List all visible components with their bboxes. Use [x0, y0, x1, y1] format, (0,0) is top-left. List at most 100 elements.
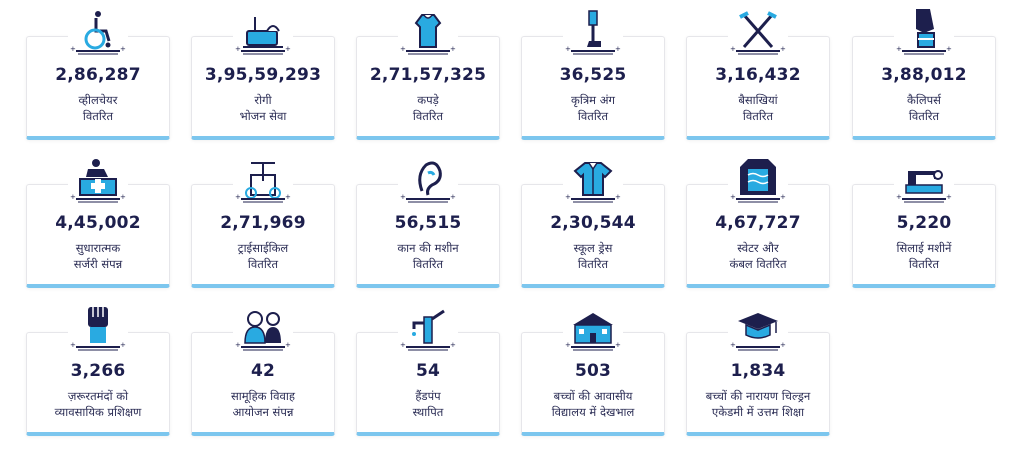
svg-text:+: + — [400, 45, 406, 53]
stat-label-line2: वितरित — [412, 257, 444, 271]
stat-label-line1: बच्चों की नारायण चिल्ड्रन — [705, 389, 811, 403]
stat-value: 2,71,969 — [220, 213, 306, 233]
svg-text:+: + — [70, 45, 76, 53]
school-shirt-icon: + + — [563, 155, 623, 207]
stat-card: + +42 सामूहिक विवाह आयोजन संपन्न — [191, 303, 335, 436]
stat-label: हैंडपंप स्थापित — [361, 388, 495, 420]
stat-value: 3,16,432 — [715, 65, 801, 85]
stat-value: 42 — [250, 361, 276, 381]
stat-card: + +2,71,57,325 कपड़े वितरित — [356, 7, 500, 140]
stat-label: बैसाखियां वितरित — [691, 92, 825, 124]
stat-card: + +3,95,59,293 रोगी भोजन सेवा — [191, 7, 335, 140]
stat-label: स्वेटर और कंबल वितरित — [691, 240, 825, 272]
svg-text:+: + — [780, 193, 786, 201]
wheelchair-icon: + + — [68, 7, 128, 59]
stat-value: 2,71,57,325 — [369, 65, 487, 85]
tricycle-icon: + + — [233, 155, 293, 207]
svg-text:+: + — [235, 341, 241, 349]
stat-label-line2: आयोजन संपन्न — [232, 405, 294, 419]
stat-value: 1,834 — [730, 361, 786, 381]
stat-label: ज़रूरतमंदों को व्यावसायिक प्रशिक्षण — [31, 388, 165, 420]
svg-text:+: + — [615, 193, 621, 201]
sewing-machine-icon: + + — [894, 155, 954, 207]
svg-text:+: + — [235, 193, 241, 201]
stat-card: + +1,834 बच्चों की नारायण चिल्ड्रन एकेडमी … — [686, 303, 830, 436]
stat-label: रोगी भोजन सेवा — [196, 92, 330, 124]
svg-text:+: + — [285, 341, 291, 349]
raised-fist-icon: + + — [68, 303, 128, 355]
prosthetic-leg-icon: + + — [563, 7, 623, 59]
stat-value: 3,95,59,293 — [204, 65, 322, 85]
svg-text:+: + — [946, 45, 952, 53]
stat-label-line1: ज़रूरतमंदों को — [67, 389, 129, 403]
stat-label-line2: वितरित — [908, 109, 940, 123]
stat-value: 2,30,544 — [550, 213, 636, 233]
svg-text:+: + — [946, 193, 952, 201]
stat-label-line2: वितरित — [412, 109, 444, 123]
stat-label: बच्चों की आवासीय विद्यालय में देखभाल — [526, 388, 660, 420]
stat-label-line2: वितरित — [908, 257, 940, 271]
stat-label-line2: स्थापित — [412, 405, 444, 419]
stat-label-line1: सिलाई मशीनें — [896, 241, 952, 255]
surgery-icon: + + — [68, 155, 128, 207]
svg-text:+: + — [70, 193, 76, 201]
svg-text:+: + — [450, 193, 456, 201]
stat-label: सामूहिक विवाह आयोजन संपन्न — [196, 388, 330, 420]
stat-label: कपड़े वितरित — [361, 92, 495, 124]
stat-label: बच्चों की नारायण चिल्ड्रन एकेडमी में उत्त… — [691, 388, 825, 420]
stat-label-line1: रोगी — [254, 93, 272, 107]
stat-value: 2,86,287 — [55, 65, 141, 85]
stat-label-line2: कंबल वितरित — [729, 257, 787, 271]
svg-text:+: + — [120, 193, 126, 201]
stat-value: 4,67,727 — [715, 213, 801, 233]
svg-text:+: + — [780, 45, 786, 53]
stat-label-line2: वितरित — [742, 109, 774, 123]
stat-label-line1: सामूहिक विवाह — [230, 389, 296, 403]
svg-text:+: + — [565, 341, 571, 349]
stat-card: + + 4,67,727 स्वेटर और कंबल वितरित — [686, 155, 830, 288]
stat-card: + + 36,525 कृत्रिम अंग वितरित — [521, 7, 665, 140]
svg-text:+: + — [615, 45, 621, 53]
svg-text:+: + — [780, 341, 786, 349]
svg-text:+: + — [450, 45, 456, 53]
svg-text:+: + — [285, 45, 291, 53]
stat-label-line1: कैलिपर्स — [907, 93, 941, 107]
caliper-icon: + + — [894, 7, 954, 59]
stat-card: + +54 हैंडपंप स्थापित — [356, 303, 500, 436]
stat-card: + +3,266 ज़रूरतमंदों को व्यावसायिक प्रशिक्… — [26, 303, 170, 436]
stat-card: + +4,45,002 सुधारात्मक सर्जरी संपन्न — [26, 155, 170, 288]
svg-text:+: + — [120, 45, 126, 53]
stat-value: 503 — [574, 361, 612, 381]
stat-label-line2: वितरित — [577, 109, 609, 123]
stat-label-line2: वितरित — [247, 257, 279, 271]
stat-label: स्कूल ड्रेस वितरित — [526, 240, 660, 272]
svg-text:+: + — [565, 193, 571, 201]
svg-text:+: + — [730, 45, 736, 53]
stat-label: ट्राईसाईकिल वितरित — [196, 240, 330, 272]
stat-label-line2: व्यावसायिक प्रशिक्षण — [54, 405, 142, 419]
svg-text:+: + — [120, 341, 126, 349]
stat-label-line2: वितरित — [82, 109, 114, 123]
stat-label: कृत्रिम अंग वितरित — [526, 92, 660, 124]
stat-value: 36,525 — [559, 65, 627, 85]
stat-label-line1: व्हीलचेयर — [78, 93, 118, 107]
svg-text:+: + — [400, 341, 406, 349]
svg-text:+: + — [235, 45, 241, 53]
stat-card: + +3,16,432 बैसाखियां वितरित — [686, 7, 830, 140]
stat-label-line1: स्वेटर और — [737, 241, 779, 255]
school-building-icon: + + — [563, 303, 623, 355]
svg-text:+: + — [730, 341, 736, 349]
stat-label: सिलाई मशीनें वितरित — [857, 240, 991, 272]
stat-label-line1: ट्राईसाईकिल — [237, 241, 289, 255]
stat-label-line2: विद्यालय में देखभाल — [551, 405, 635, 419]
stat-label-line1: कृत्रिम अंग — [571, 93, 615, 107]
stat-label: व्हीलचेयर वितरित — [31, 92, 165, 124]
svg-text:+: + — [896, 45, 902, 53]
stat-label-line1: स्कूल ड्रेस — [573, 241, 613, 255]
sweater-icon: + + — [728, 155, 788, 207]
stat-label-line1: बैसाखियां — [738, 93, 778, 107]
stat-card: + + 2,71,969 ट्राईसाईकिल वितरित — [191, 155, 335, 288]
stat-card: + + 503 बच्चों की आवासीय विद्यालय में देखभा… — [521, 303, 665, 436]
stat-label-line1: सुधारात्मक — [75, 241, 121, 255]
stat-label: कान की मशीन वितरित — [361, 240, 495, 272]
